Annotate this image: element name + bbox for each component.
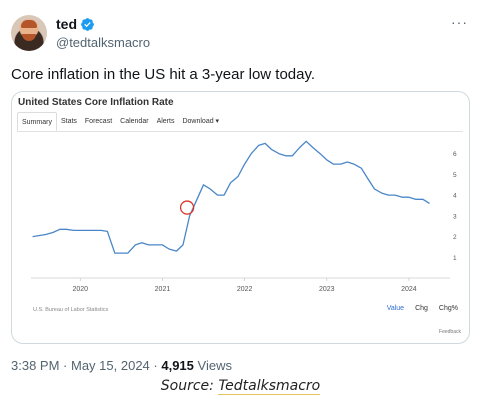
tab-summary[interactable]: Summary	[17, 112, 57, 131]
x-tick-label: 2024	[401, 286, 417, 293]
tweet-text: Core inflation in the US hit a 3-year lo…	[11, 66, 315, 83]
data-source-note: U.S. Bureau of Labor Statistics	[33, 307, 108, 313]
tab-download[interactable]: Download ▾	[178, 112, 223, 131]
inflation-line-chart: 2020 2021 2022 2023 2024 1 2 3 4 5 6	[12, 133, 470, 303]
tab-forecast[interactable]: Forecast	[81, 112, 116, 131]
tweet-meta: 3:38 PM · May 15, 2024 · 4,915 Views	[11, 358, 232, 373]
author-name[interactable]: ted	[56, 16, 77, 32]
x-tick-label: 2022	[237, 286, 253, 293]
source-caption: Source: Tedtalksmacro	[0, 378, 481, 394]
tab-stats[interactable]: Stats	[57, 112, 81, 131]
x-tick-label: 2020	[73, 286, 89, 293]
chart-tabs: Summary Stats Forecast Calendar Alerts D…	[17, 112, 463, 132]
views-label: Views	[198, 358, 232, 373]
chg-button[interactable]: Chg	[415, 305, 428, 312]
y-tick-label: 5	[453, 172, 457, 179]
chart-mode-buttons: Value Chg Chg%	[387, 305, 458, 312]
series-line	[33, 141, 430, 253]
y-tick-label: 4	[453, 193, 457, 200]
x-tick-label: 2021	[155, 286, 171, 293]
y-tick-label: 3	[453, 213, 457, 220]
author-name-row: ted	[56, 16, 95, 32]
y-tick-label: 6	[453, 151, 457, 158]
avatar[interactable]	[11, 15, 47, 51]
feedback-link[interactable]: Feedback	[439, 329, 461, 335]
chart-card[interactable]: United States Core Inflation Rate Summar…	[11, 91, 470, 344]
avatar-beard	[22, 34, 36, 41]
source-prefix: Source:	[161, 378, 219, 394]
avatar-hair	[21, 20, 37, 28]
tab-alerts[interactable]: Alerts	[153, 112, 179, 131]
verified-badge-icon	[80, 17, 95, 32]
value-button[interactable]: Value	[387, 305, 404, 312]
card-title: United States Core Inflation Rate	[18, 97, 174, 108]
author-handle[interactable]: @tedtalksmacro	[56, 35, 150, 50]
x-tick-label: 2023	[319, 286, 335, 293]
more-options-icon[interactable]: ···	[451, 14, 468, 30]
tweet-date[interactable]: May 15, 2024	[71, 358, 150, 373]
source-link[interactable]: Tedtalksmacro	[218, 378, 320, 395]
views-count: 4,915	[161, 358, 194, 373]
tweet-time[interactable]: 3:38 PM	[11, 358, 59, 373]
chg-percent-button[interactable]: Chg%	[439, 305, 458, 312]
y-tick-label: 2	[453, 234, 457, 241]
y-tick-label: 1	[453, 255, 457, 262]
tab-calendar[interactable]: Calendar	[116, 112, 152, 131]
highlight-circle-annotation	[181, 201, 194, 214]
meta-separator: ·	[63, 358, 71, 373]
